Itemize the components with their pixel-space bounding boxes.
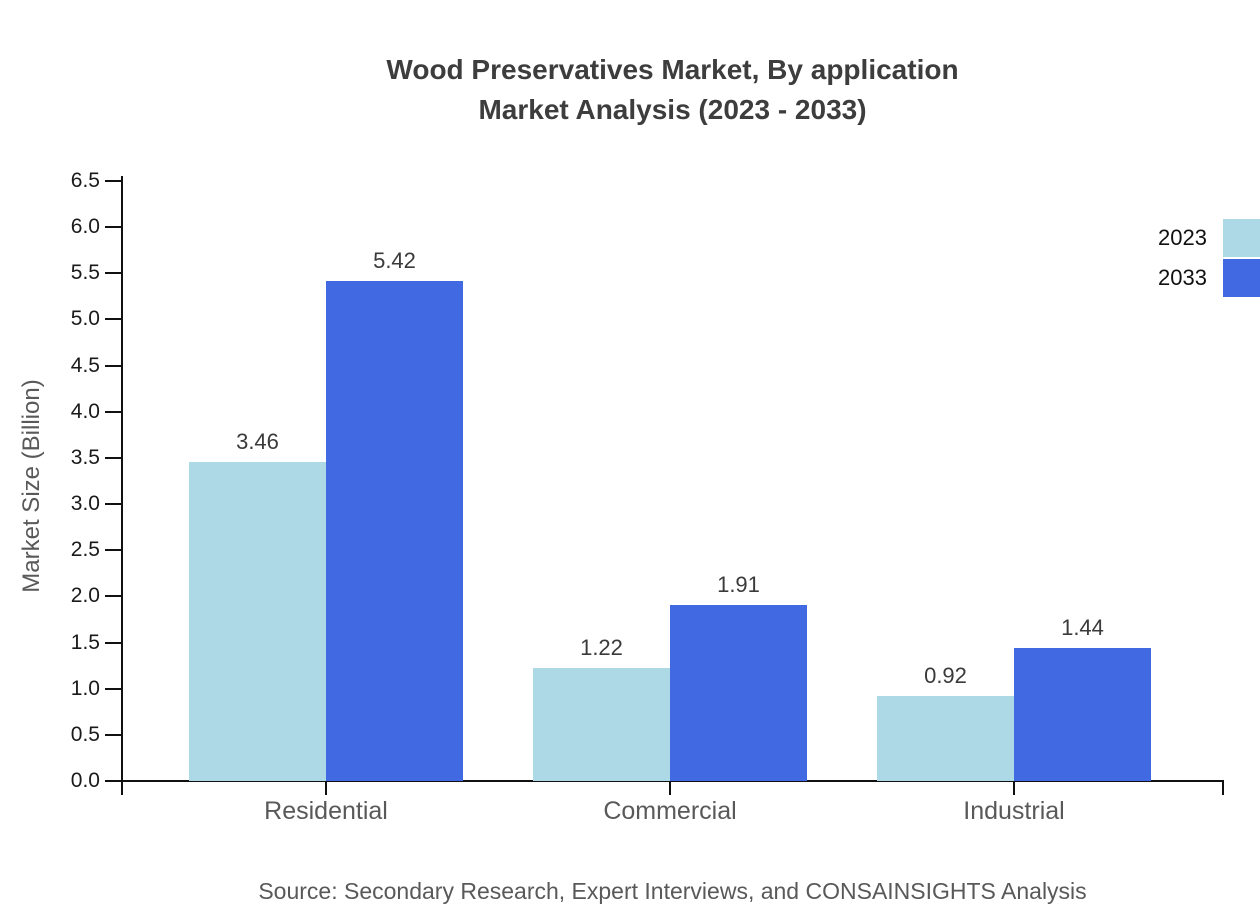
chart-title: Wood Preservatives Market, By applicatio…	[123, 50, 1222, 130]
y-tick-label: 0.0	[70, 769, 100, 792]
y-tick-label: 3.0	[70, 492, 100, 516]
x-tick	[669, 781, 671, 795]
chart-title-line1: Wood Preservatives Market, By applicatio…	[386, 54, 959, 85]
y-tick-label: 0.5	[70, 722, 100, 746]
y-tick-label: 6.5	[70, 169, 100, 192]
bar-2033-industrial	[1014, 648, 1151, 781]
y-tick-label: 2.0	[70, 584, 100, 608]
y-tick-label: 1.5	[70, 630, 100, 654]
value-label: 1.44	[1061, 615, 1104, 641]
x-axis-line	[105, 780, 1224, 782]
legend-item-2023: 2023	[1158, 218, 1260, 258]
category-label-industrial: Industrial	[963, 797, 1065, 825]
y-tick	[105, 364, 123, 367]
y-tick-label: 2.5	[70, 538, 100, 562]
legend-label: 2023	[1158, 225, 1207, 250]
y-tick	[105, 410, 123, 413]
y-tick	[105, 595, 123, 598]
x-axis-end-tick	[1222, 781, 1224, 795]
y-tick	[105, 272, 123, 275]
value-label: 1.22	[580, 635, 623, 661]
y-tick	[105, 180, 123, 182]
bar-2033-residential	[326, 280, 463, 781]
y-tick	[105, 733, 123, 736]
y-tick-label: 4.5	[70, 353, 100, 377]
y-tick	[105, 226, 123, 229]
y-tick	[105, 503, 123, 506]
value-label: 1.91	[717, 571, 760, 597]
legend-swatch	[1223, 259, 1260, 297]
bar-2033-commercial	[670, 604, 807, 781]
chart-title-line2: Market Analysis (2023 - 2033)	[478, 94, 867, 125]
y-tick-label: 5.5	[70, 261, 100, 285]
y-tick-label: 6.0	[70, 215, 100, 239]
legend-swatch	[1223, 219, 1260, 257]
y-tick	[105, 456, 123, 459]
y-axis-line	[121, 176, 123, 795]
y-tick-label: 3.5	[70, 445, 100, 469]
legend-label: 2033	[1158, 265, 1207, 290]
y-tick-label: 1.0	[70, 676, 100, 700]
source-note: Source: Secondary Research, Expert Inter…	[258, 878, 1087, 904]
y-tick	[105, 318, 123, 321]
bar-2023-commercial	[533, 668, 670, 781]
x-tick	[1013, 781, 1015, 795]
legend: 2023 2033	[1158, 218, 1260, 298]
bar-2023-industrial	[877, 696, 1014, 781]
y-tick	[105, 687, 123, 690]
y-tick	[105, 549, 123, 552]
value-label: 3.46	[236, 428, 279, 454]
y-tick-label: 5.0	[70, 307, 100, 331]
x-tick	[325, 781, 327, 795]
y-tick-label: 4.0	[70, 399, 100, 423]
y-tick	[105, 780, 123, 782]
category-label-residential: Residential	[264, 797, 388, 825]
value-label: 5.42	[373, 247, 416, 273]
value-label: 0.92	[924, 663, 967, 689]
legend-item-2033: 2033	[1158, 258, 1260, 298]
y-tick	[105, 641, 123, 644]
category-label-commercial: Commercial	[603, 797, 737, 825]
bar-2023-residential	[189, 461, 326, 781]
